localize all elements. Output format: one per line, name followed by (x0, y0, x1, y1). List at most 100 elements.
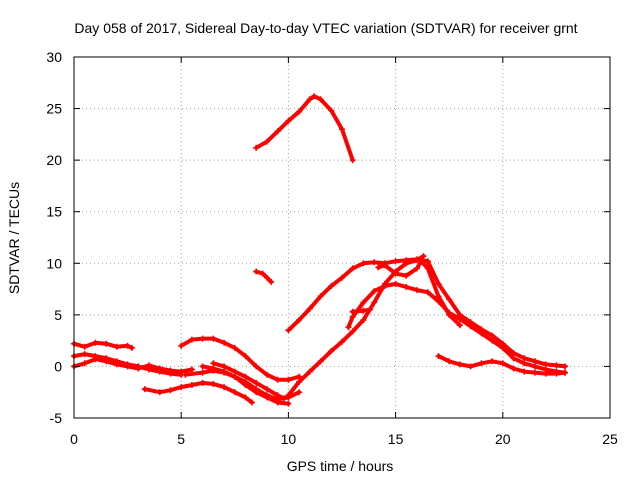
data-point (317, 96, 324, 103)
data-point (349, 313, 356, 320)
data-point (285, 400, 292, 407)
data-point (435, 280, 442, 287)
data-point (128, 344, 135, 351)
data-point (92, 356, 99, 363)
data-point (542, 361, 549, 368)
data-point (178, 368, 185, 375)
data-point (339, 338, 345, 345)
data-point (360, 307, 367, 314)
data-point (467, 323, 474, 330)
data-point (188, 382, 195, 388)
x-tick-labels: 0 5 10 15 20 25 (70, 431, 618, 447)
data-point (210, 381, 217, 387)
data-point (424, 265, 431, 272)
data-point (221, 363, 228, 370)
chart-title: Day 058 of 2017, Sidereal Day-to-day VTE… (74, 20, 577, 36)
data-point (253, 268, 260, 275)
data-point (242, 394, 249, 401)
data-point (113, 343, 120, 350)
data-point (339, 126, 345, 133)
data-point (264, 138, 270, 145)
data-point (446, 358, 453, 365)
data-point (360, 260, 367, 267)
y-tick-label: 30 (46, 49, 62, 65)
data-point (467, 363, 474, 370)
y-tick-label: 5 (54, 307, 62, 323)
data-point (420, 253, 427, 260)
y-tick-label: 0 (54, 358, 62, 374)
data-point (242, 353, 249, 360)
data-point (285, 376, 292, 383)
data-point (253, 389, 260, 396)
data-point (521, 368, 528, 375)
data-point (532, 369, 538, 376)
series-line-arc-11 (346, 281, 567, 375)
data-point (210, 360, 217, 367)
data-point (381, 262, 388, 269)
data-point (156, 365, 163, 372)
y-tick-label: 25 (46, 101, 62, 117)
data-point (210, 335, 217, 342)
data-point (231, 373, 238, 380)
data-point (360, 299, 367, 306)
y-tick-label: 15 (46, 204, 62, 220)
data-point (510, 355, 517, 362)
y-tick-label: 20 (46, 152, 62, 168)
data-point (141, 386, 148, 393)
data-point (371, 288, 378, 295)
data-point (339, 274, 345, 281)
data-point (456, 322, 463, 329)
data-point (253, 144, 260, 151)
data-point (489, 337, 496, 344)
data-point (446, 311, 453, 318)
data-point (375, 264, 382, 271)
data-point (381, 283, 388, 289)
data-point (360, 317, 367, 323)
data-point (81, 360, 88, 367)
data-point (231, 344, 238, 351)
data-point (81, 343, 88, 350)
data-point (489, 358, 496, 365)
x-tick-label: 25 (602, 431, 618, 447)
data-point (92, 339, 99, 346)
series-line-arc-15 (254, 94, 355, 163)
data-point (532, 363, 538, 370)
data-point (285, 117, 292, 124)
data-point (328, 283, 335, 289)
data-point (456, 316, 463, 322)
data-point (306, 96, 313, 103)
data-point (231, 368, 238, 375)
data-point (345, 324, 352, 331)
data-point (182, 371, 189, 378)
data-point (156, 389, 163, 396)
data-point (328, 348, 335, 354)
data-point (424, 258, 431, 265)
data-point (456, 361, 463, 368)
series-line-arc-9 (286, 254, 426, 398)
data-point (371, 259, 378, 266)
data-point (499, 344, 506, 351)
data-point (317, 293, 324, 300)
data-point (221, 384, 228, 391)
data-point (188, 336, 195, 343)
data-point (296, 108, 303, 115)
data-point (242, 373, 249, 380)
y-axis-label: SDTVAR / TECUs (6, 182, 22, 294)
data-point (510, 350, 517, 356)
x-tick-label: 15 (388, 431, 404, 447)
data-point (392, 270, 399, 277)
data-point (435, 293, 442, 300)
data-point (231, 389, 238, 396)
data-point (264, 274, 270, 281)
data-point (199, 335, 206, 342)
data-point (510, 365, 517, 372)
series-line-arc-8 (211, 361, 287, 401)
data-point (349, 157, 356, 164)
data-point (135, 365, 142, 372)
data-point (418, 258, 425, 265)
x-tick-label: 10 (281, 431, 297, 447)
data-point (199, 369, 206, 376)
data-point (253, 363, 260, 370)
data-point (562, 363, 568, 370)
